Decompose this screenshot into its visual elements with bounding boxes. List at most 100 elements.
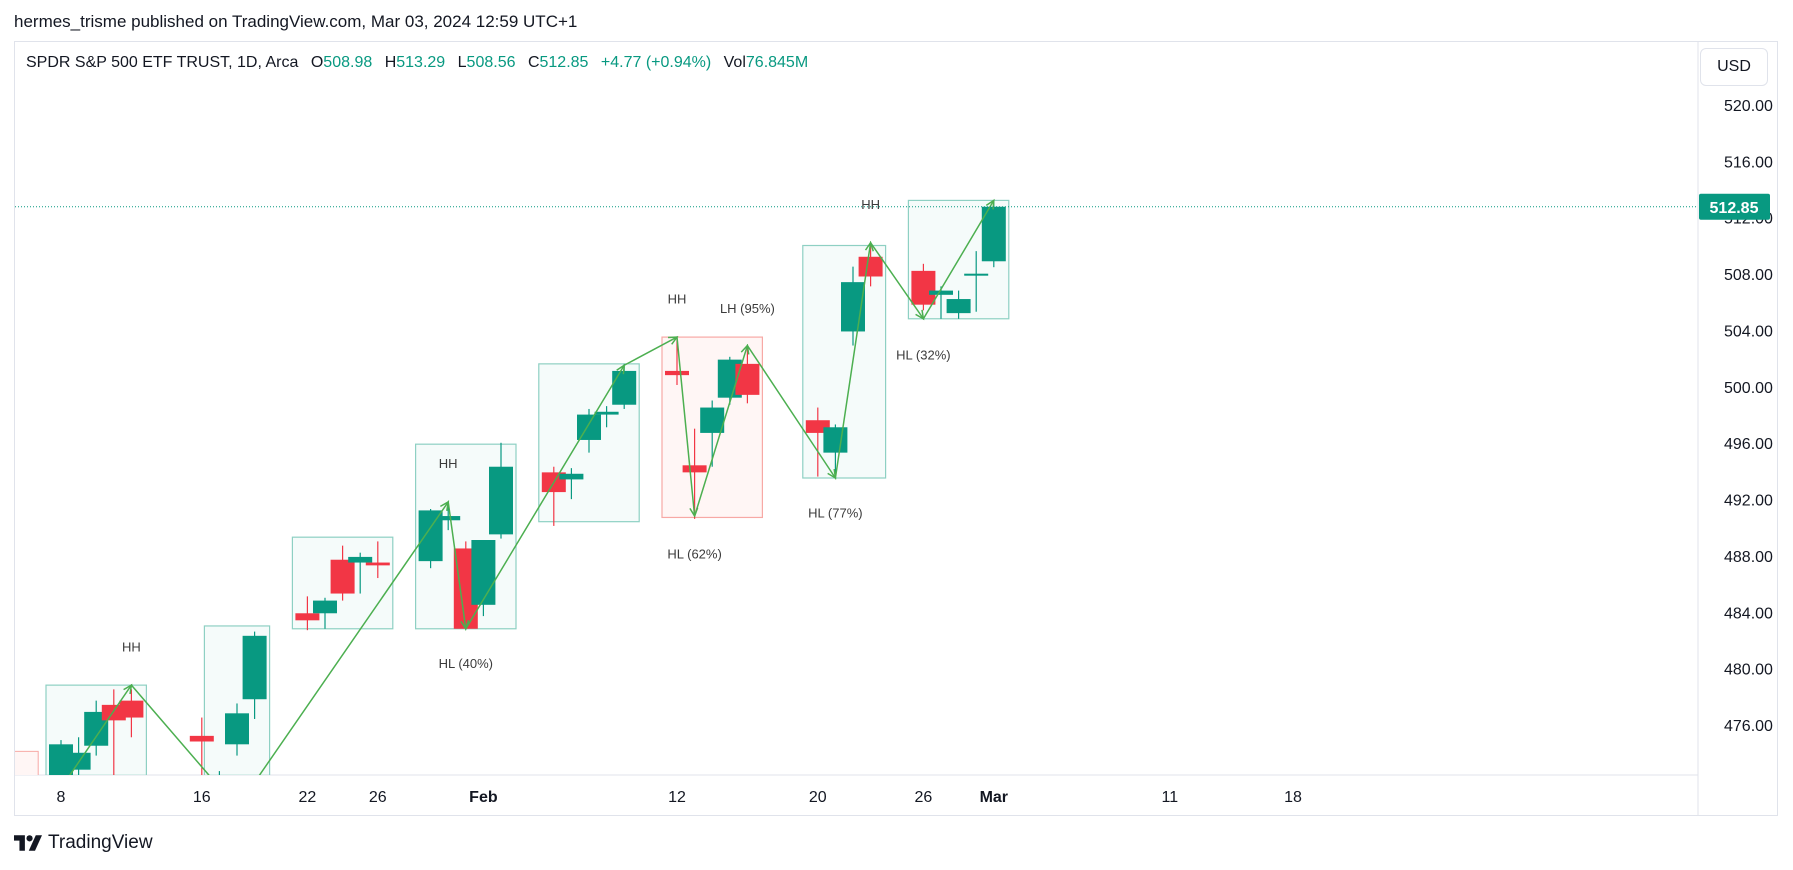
candle-body [365, 562, 390, 566]
candle [559, 468, 584, 500]
price-tick-label: 476.00 [1724, 718, 1773, 735]
pivot-label: HH [861, 197, 880, 212]
time-tick-label: 11 [1161, 789, 1178, 806]
candle-body [911, 270, 936, 305]
candle-body [964, 273, 989, 276]
candle-body [189, 735, 214, 742]
time-axis: 8 16 22 26 Feb 12 20 26 Mar 11 18 [57, 789, 1302, 806]
candle-body [242, 635, 267, 700]
pivot-label: HL (77%) [808, 505, 862, 520]
time-tick-label: 20 [809, 789, 827, 806]
price-tick-label: 504.00 [1724, 323, 1773, 340]
candle [471, 540, 496, 617]
price-tick-label: 520.00 [1724, 98, 1773, 115]
candle-body [207, 778, 231, 785]
pivot-label: LH (95%) [720, 301, 775, 316]
candle [929, 286, 953, 319]
time-tick-label: 26 [915, 789, 933, 806]
volume-label: Vol [723, 54, 746, 71]
candle-body [330, 559, 355, 594]
price-tick-label: 492.00 [1724, 493, 1773, 510]
last-price-label: 512.85 [1710, 200, 1759, 217]
candle-body [489, 466, 513, 535]
close-label: C [527, 54, 540, 71]
candle-body [225, 713, 249, 745]
high-label: H [384, 54, 397, 71]
candle [119, 689, 144, 738]
low-value: 508.56 [466, 54, 516, 71]
candle [964, 251, 989, 312]
price-tick-label: 480.00 [1724, 662, 1773, 679]
last-price-marker: 512.85 [1699, 193, 1770, 220]
pivot-label: HH [122, 639, 141, 654]
candle [981, 200, 1006, 268]
candle-body [612, 370, 637, 405]
candle-body [735, 363, 760, 395]
candle [682, 428, 707, 519]
time-tick-label: Feb [469, 789, 498, 806]
candle [313, 597, 337, 629]
time-tick-label: 26 [369, 789, 387, 806]
zigzag-arrow [229, 799, 237, 808]
brand-name: TradingView [48, 832, 153, 853]
candle [489, 442, 513, 539]
high-value: 513.29 [396, 54, 446, 71]
candle-body [823, 427, 848, 453]
zigzag-arrow [864, 240, 874, 252]
candle-body [981, 206, 1006, 262]
candle [911, 263, 936, 311]
tradingview-logo[interactable]: TradingView [14, 832, 153, 854]
symbol-title: SPDR S&P 500 ETF TRUST, 1D, Arca [26, 54, 299, 71]
zigzag-arrow [440, 500, 450, 511]
zigzag-arrow [616, 363, 626, 375]
zigzag-arrow [123, 683, 133, 695]
candle [189, 717, 214, 775]
candle [207, 771, 231, 785]
candle-body [665, 370, 689, 376]
last-price-tag [1699, 193, 1770, 220]
candle [823, 424, 848, 478]
candle [242, 631, 267, 719]
zigzag-arrow [915, 309, 925, 321]
price-axis: 476.00 480.00 484.00 488.00 492.00 496.00 500.… [1724, 98, 1773, 735]
change-value: +4.77 (+0.94%) [600, 54, 712, 71]
price-tick-label: 484.00 [1724, 605, 1773, 622]
time-tick-label: 16 [193, 789, 211, 806]
time-tick-label: 8 [57, 789, 66, 806]
currency-button[interactable]: USD [1700, 48, 1768, 86]
zigzag-arrow [689, 507, 699, 518]
zigzag-arrow [827, 468, 837, 480]
candle-body [929, 290, 953, 295]
candle-body [471, 540, 496, 605]
candle [295, 596, 320, 631]
price-tick-label: 516.00 [1724, 154, 1773, 171]
candle [365, 541, 390, 579]
price-tick-label: 488.00 [1724, 549, 1773, 566]
open-label: O [310, 54, 324, 71]
zigzag-arrow [740, 343, 750, 355]
candle-body [577, 414, 601, 440]
candle-body [946, 299, 971, 314]
candle [700, 400, 725, 467]
pivot-label: HL (40%) [439, 656, 493, 671]
candle-body [700, 407, 725, 433]
pivot-label: HL (32%) [896, 348, 950, 363]
close-value: 512.85 [539, 54, 589, 71]
price-tick-label: 496.00 [1724, 436, 1773, 453]
candle [858, 245, 883, 287]
zigzag-arrow [667, 336, 679, 345]
candle-body [348, 556, 373, 563]
candle-body [119, 700, 144, 718]
time-tick-label: 12 [668, 789, 686, 806]
candle [594, 406, 619, 428]
candle-body [858, 256, 883, 277]
candle-body [559, 473, 584, 480]
time-tick-label: 18 [1284, 789, 1302, 806]
candle [348, 552, 373, 594]
candle-body [594, 411, 619, 415]
candle [225, 703, 249, 756]
symbol-legend[interactable]: SPDR S&P 500 ETF TRUST, 1D, Arca O508.98… [26, 54, 808, 72]
volume-value: 76.845M [745, 54, 809, 71]
candle-body [295, 613, 320, 621]
